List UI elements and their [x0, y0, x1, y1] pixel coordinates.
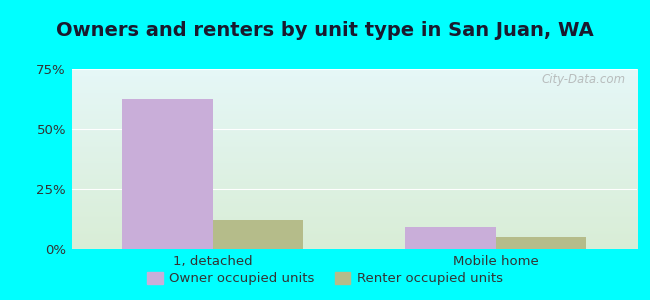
Bar: [495, 237, 586, 249]
Legend: Owner occupied units, Renter occupied units: Owner occupied units, Renter occupied un…: [142, 266, 508, 290]
Bar: [122, 99, 213, 249]
Bar: [213, 220, 304, 249]
Bar: [405, 227, 495, 249]
Text: City-Data.com: City-Data.com: [541, 73, 626, 85]
Text: Owners and renters by unit type in San Juan, WA: Owners and renters by unit type in San J…: [56, 21, 594, 40]
